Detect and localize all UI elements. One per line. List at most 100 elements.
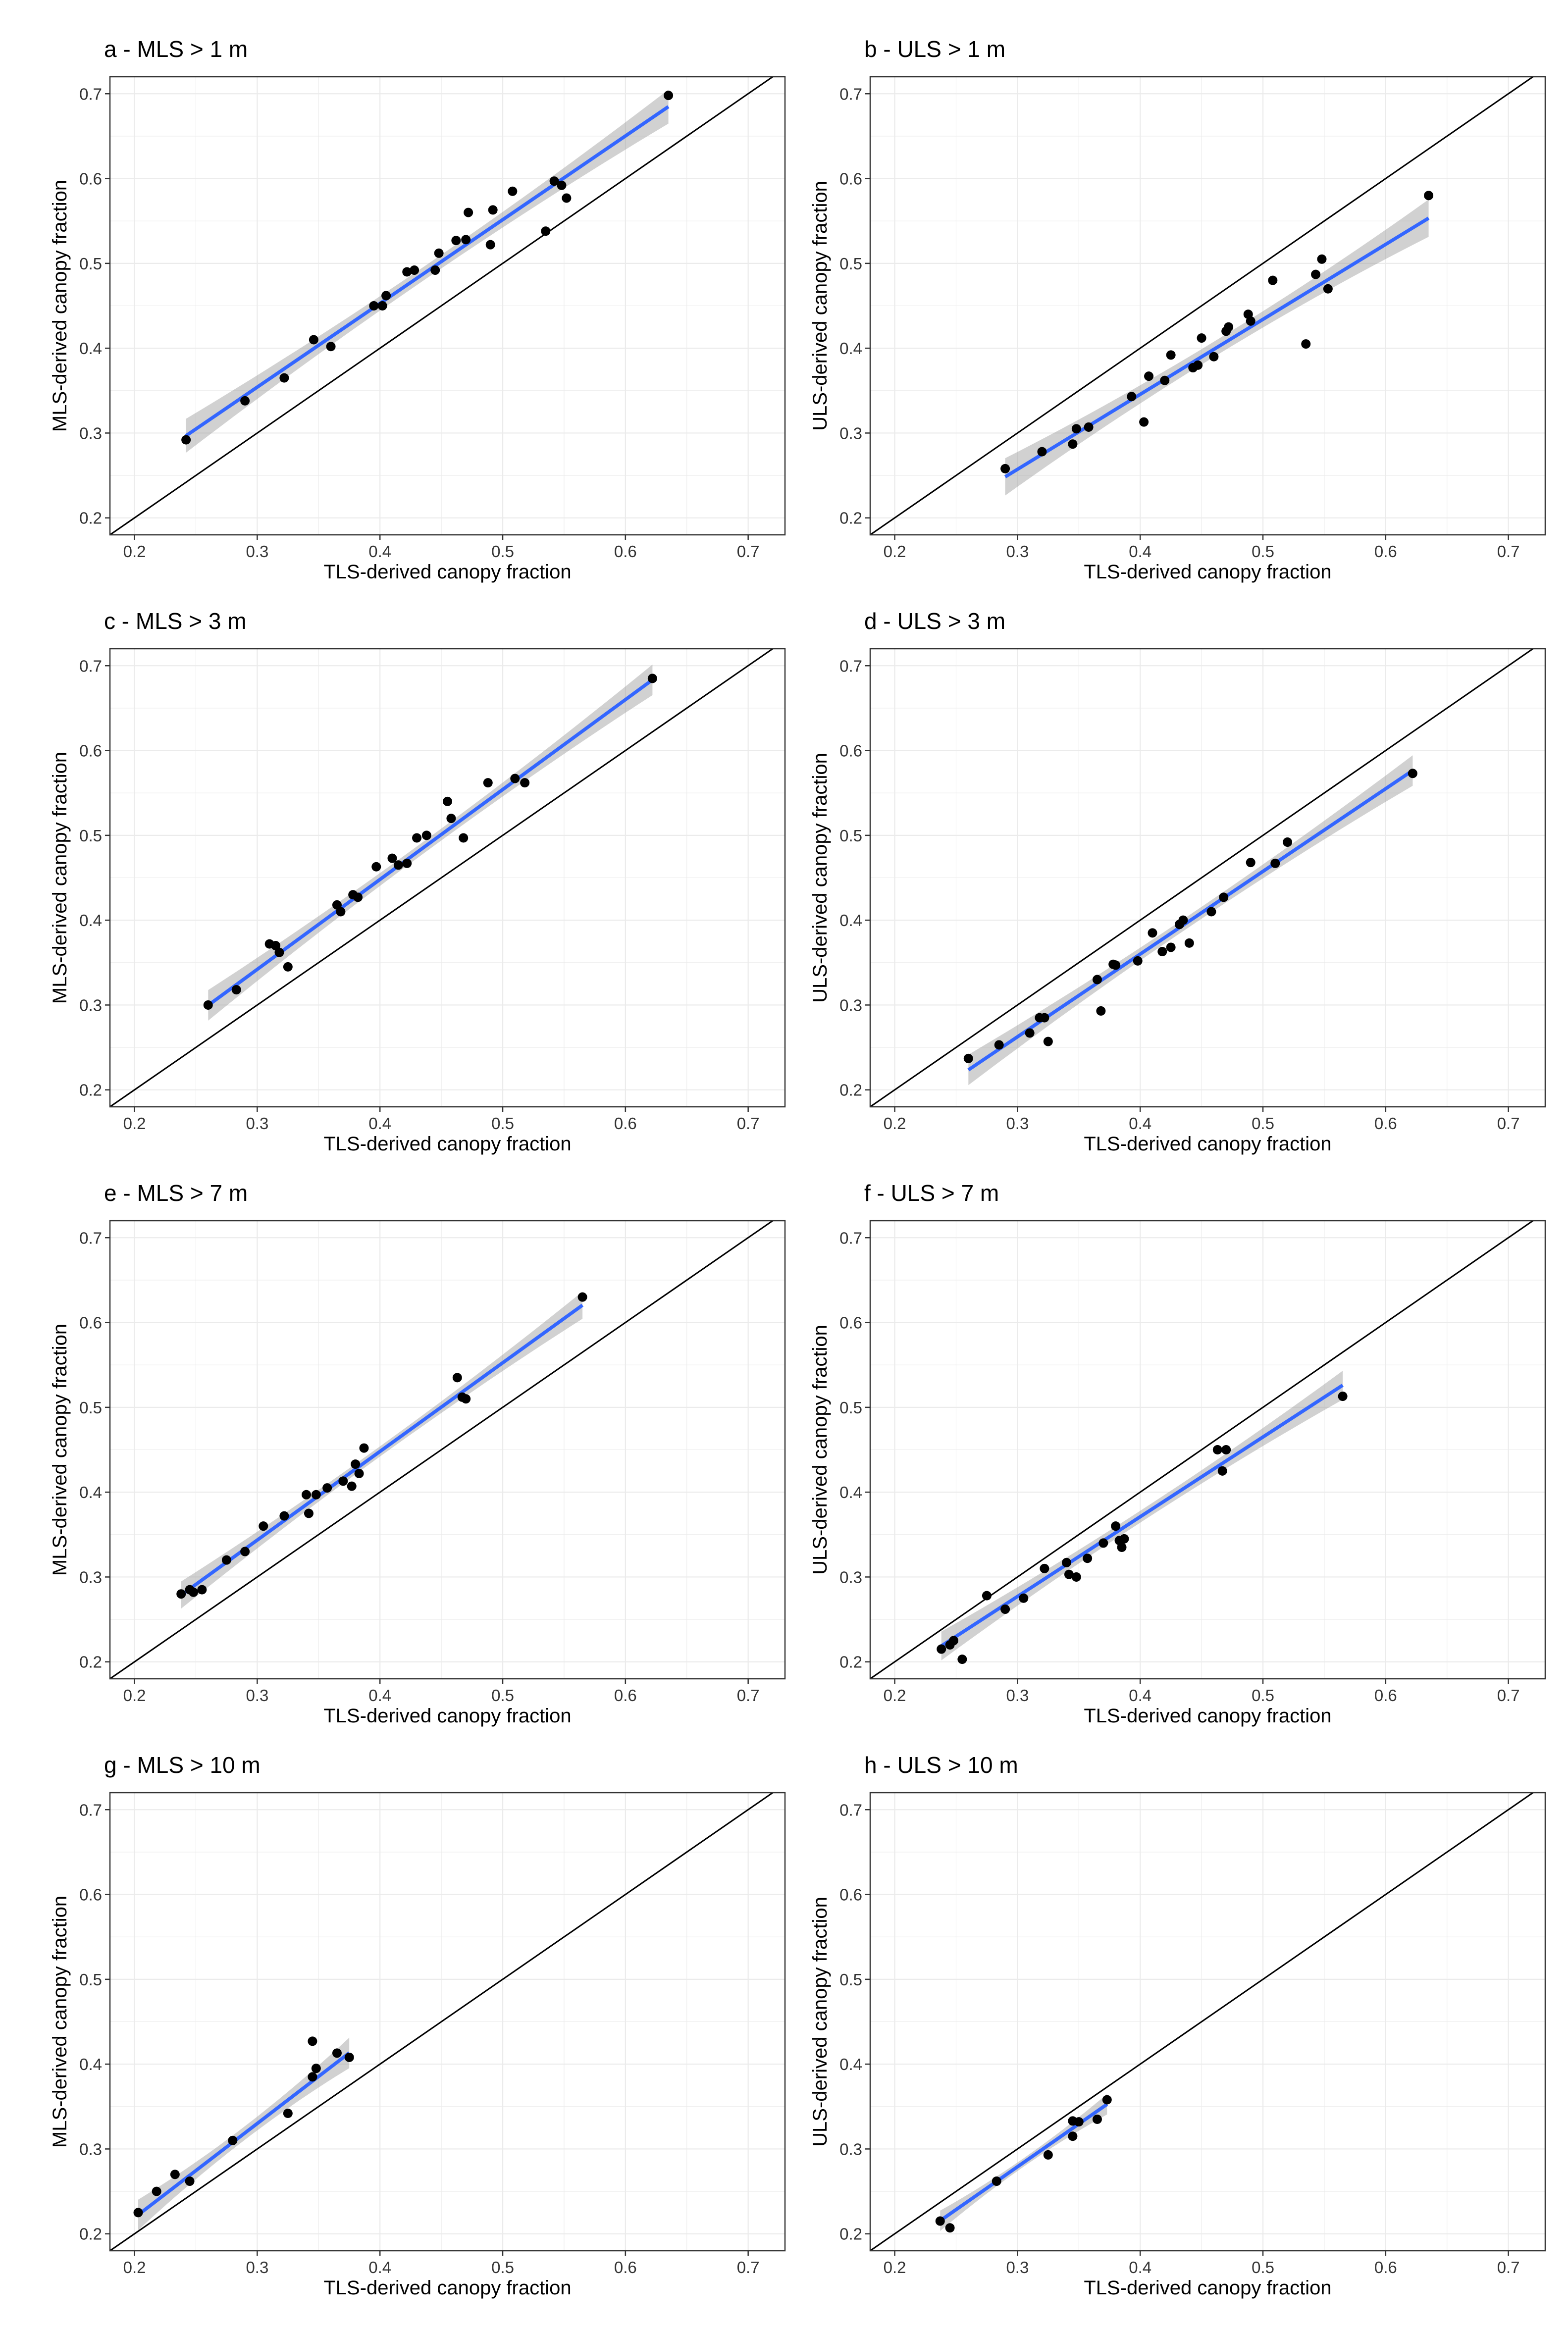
data-point <box>451 236 461 246</box>
y-tick-label: 0.7 <box>839 657 862 675</box>
panel-b: 0.2 0.2 0.3 0.3 0.4 0.4 0.5 0.5 0.6 0.6 0.7 0.7 b - … <box>809 36 1546 583</box>
one-to-one-line <box>870 1793 1534 2251</box>
x-tick-label: 0.5 <box>491 542 514 561</box>
data-point <box>1160 375 1170 385</box>
y-axis-title: ULS-derived canopy fraction <box>809 181 831 431</box>
panel-border <box>869 1792 1546 2252</box>
data-point <box>1301 339 1311 349</box>
grid <box>110 1221 785 1679</box>
data-point <box>520 778 530 788</box>
data-point <box>322 1483 332 1493</box>
one-to-one-line <box>870 1221 1534 1679</box>
data-point <box>1117 1542 1127 1552</box>
data-point <box>510 774 520 783</box>
y-tick-label: 0.3 <box>79 1568 102 1586</box>
data-point <box>308 2036 317 2046</box>
x-tick-label: 0.2 <box>123 1686 146 1705</box>
y-tick-label: 0.3 <box>839 2140 862 2158</box>
data-point <box>1111 1521 1121 1531</box>
panel-border <box>109 1220 786 1680</box>
data-point <box>1193 360 1203 370</box>
data-point <box>430 265 440 275</box>
data-point <box>1148 928 1157 938</box>
data-point <box>1092 975 1102 984</box>
data-point <box>311 1490 321 1500</box>
grid <box>870 1221 1545 1679</box>
data-point <box>1139 417 1149 427</box>
data-point <box>1212 1445 1222 1454</box>
panel-g: 0.2 0.2 0.3 0.3 0.4 0.4 0.5 0.5 0.6 0.6 0.7 0.7 g - … <box>49 1752 786 2299</box>
data-point <box>452 1373 462 1383</box>
y-axis-title: ULS-derived canopy fraction <box>809 753 831 1003</box>
x-tick-label: 0.6 <box>614 1114 637 1133</box>
x-tick-label: 0.6 <box>1374 2258 1397 2277</box>
data-point <box>203 1000 213 1010</box>
x-tick-label: 0.7 <box>1497 1686 1520 1705</box>
x-tick-label: 0.7 <box>737 1114 760 1133</box>
x-tick-label: 0.2 <box>884 1114 906 1133</box>
data-point <box>1083 1553 1093 1563</box>
data-point <box>1206 907 1216 917</box>
x-tick-label: 0.3 <box>246 1114 268 1133</box>
one-to-one-line <box>870 77 1534 535</box>
data-point <box>459 833 469 843</box>
panel-title: d - ULS > 3 m <box>864 608 1005 634</box>
data-point <box>488 205 498 215</box>
y-axis-title: ULS-derived canopy fraction <box>809 1897 831 2147</box>
y-tick-label: 0.5 <box>79 1398 102 1417</box>
plot-content <box>870 77 1534 535</box>
data-point <box>332 2048 342 2058</box>
y-axis-title: MLS-derived canopy fraction <box>49 180 71 432</box>
data-point <box>283 2109 293 2118</box>
data-point <box>1098 1538 1108 1548</box>
y-tick-label: 0.3 <box>839 424 862 442</box>
data-point <box>1111 960 1121 970</box>
data-point <box>1246 858 1255 868</box>
y-tick-label: 0.3 <box>79 2140 102 2158</box>
data-point <box>309 335 318 345</box>
x-tick-label: 0.5 <box>491 1686 514 1705</box>
data-point <box>483 778 493 788</box>
x-tick-label: 0.4 <box>368 1686 391 1705</box>
data-point <box>170 2170 180 2179</box>
data-point <box>1283 837 1293 847</box>
data-point <box>562 193 572 203</box>
x-tick-label: 0.3 <box>1006 1686 1029 1705</box>
data-point <box>338 1476 348 1486</box>
data-point <box>402 267 412 277</box>
data-point <box>446 814 456 824</box>
x-axis-title: TLS-derived canopy fraction <box>1084 561 1331 583</box>
data-point <box>508 186 518 196</box>
data-point <box>1068 2131 1078 2141</box>
x-tick-label: 0.5 <box>1252 542 1274 561</box>
data-point <box>541 226 551 236</box>
data-point <box>387 853 397 863</box>
data-point <box>434 248 444 258</box>
x-tick-label: 0.4 <box>368 542 391 561</box>
data-point <box>412 833 422 843</box>
data-point <box>1133 956 1143 966</box>
data-point <box>231 985 241 995</box>
data-point <box>176 1589 186 1599</box>
x-tick-label: 0.3 <box>1006 1114 1029 1133</box>
x-tick-label: 0.7 <box>737 542 760 561</box>
x-tick-label: 0.6 <box>614 2258 637 2277</box>
data-point <box>279 373 289 383</box>
data-point <box>279 1511 289 1521</box>
y-tick-label: 0.4 <box>839 339 862 358</box>
data-point <box>228 2135 238 2145</box>
data-point <box>240 396 250 406</box>
y-tick-label: 0.4 <box>79 911 102 930</box>
data-point <box>1037 447 1047 457</box>
y-tick-label: 0.5 <box>79 1970 102 1989</box>
data-point <box>359 1443 369 1453</box>
panel-border <box>869 1220 1546 1680</box>
panel-title: g - MLS > 10 m <box>104 1752 261 1778</box>
panel-border <box>869 648 1546 1108</box>
data-point <box>133 2208 143 2218</box>
data-point <box>1062 1557 1072 1567</box>
data-point <box>1424 191 1434 201</box>
data-point <box>1178 915 1188 925</box>
y-tick-label: 0.4 <box>79 1483 102 1502</box>
data-point <box>937 1644 946 1654</box>
